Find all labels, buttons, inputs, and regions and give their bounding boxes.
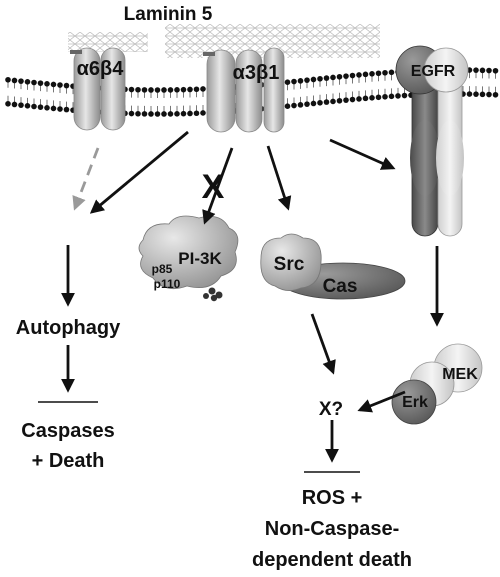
- title-laminin-5: Laminin 5: [124, 4, 213, 25]
- label-cas: Cas: [323, 276, 358, 297]
- label-egfr: EGFR: [411, 63, 456, 80]
- label-a6b4: α6β4: [77, 58, 125, 80]
- label-dependent-death: dependent death: [252, 549, 412, 571]
- arrow-erk-to-x: [357, 390, 406, 413]
- label-p110: p110: [154, 277, 181, 291]
- pi3k-complex: [138, 215, 239, 302]
- blocked-x-mark: X: [202, 168, 225, 206]
- integrin-a3b1: [203, 47, 285, 133]
- label-src: Src: [274, 254, 305, 275]
- pathway-arrows: [61, 130, 444, 463]
- label-death: + Death: [32, 450, 105, 472]
- label-a3b1: α3β1: [233, 62, 280, 84]
- inhibition-bars: [38, 401, 360, 473]
- label-erk: Erk: [402, 394, 428, 411]
- label-x-unknown: X?: [319, 399, 343, 420]
- src-cas-complex: [260, 233, 406, 300]
- egfr-receptor: [395, 45, 469, 237]
- label-p85: p85: [152, 262, 173, 276]
- label-autophagy: Autophagy: [16, 317, 121, 339]
- label-pi3k: PI-3K: [178, 249, 222, 268]
- label-caspases: Caspases: [21, 420, 114, 442]
- mek-erk-complex: [391, 343, 483, 425]
- dashed-arrow-a6b4: [72, 147, 100, 211]
- arrow-to-egfr: [329, 138, 396, 170]
- arrow-to-pi3k: [202, 147, 234, 225]
- arrow-cas-to-x: [310, 313, 336, 375]
- label-ros: ROS +: [302, 487, 363, 509]
- arrow-to-src: [266, 145, 292, 211]
- label-non-caspase: Non-Caspase-: [265, 518, 399, 540]
- label-mek: MEK: [442, 366, 478, 383]
- integrin-a6b4: [70, 47, 126, 131]
- arrow-to-autophagy-branch: [89, 130, 189, 214]
